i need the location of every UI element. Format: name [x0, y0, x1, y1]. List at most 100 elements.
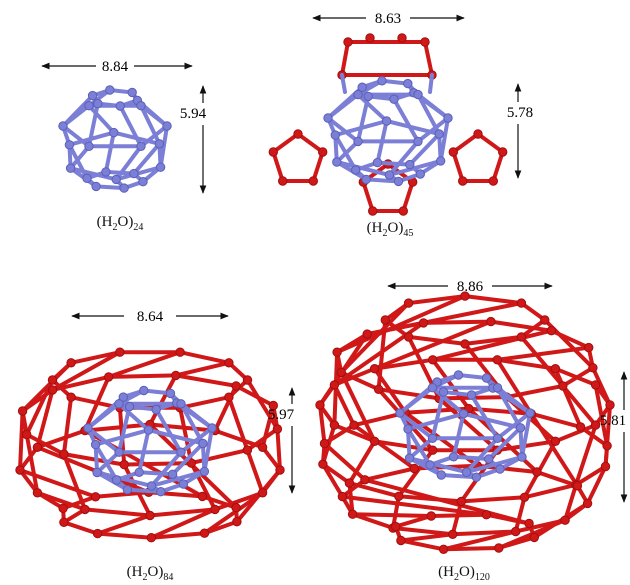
water-molecule-node: [448, 452, 459, 462]
hydrogen-bond: [50, 374, 111, 392]
water-molecule-node: [516, 298, 527, 308]
hydrogen-bond: [430, 385, 466, 416]
water-molecule-node: [155, 162, 166, 172]
water-molecule-node: [66, 358, 76, 368]
hydrogen-bond: [271, 150, 285, 183]
hydrogen-bond: [529, 411, 583, 429]
water-molecule-node: [197, 491, 208, 502]
hydrogen-bond: [340, 494, 489, 517]
water-molecule-node: [540, 315, 550, 325]
water-molecule-node: [434, 129, 444, 139]
hydrogen-bond: [375, 119, 389, 165]
water-molecule-node: [590, 380, 601, 390]
hydrogen-bond: [334, 139, 360, 164]
hydrogen-bond: [106, 373, 178, 379]
water-molecule-node: [343, 37, 353, 47]
water-molecule-node: [363, 91, 373, 102]
caption-h2o-120-sub-n: 120: [474, 572, 490, 583]
hydrogen-bond: [61, 452, 127, 467]
water-molecule-node: [391, 521, 401, 532]
hydrogen-bond: [486, 425, 523, 461]
hydrogen-bond: [375, 160, 412, 167]
water-molecule-node: [516, 332, 527, 342]
caption-h2o-45: (H2O)45: [330, 220, 450, 239]
hydrogen-bond: [18, 468, 40, 495]
water-molecule-node: [332, 347, 342, 357]
water-molecule-node: [498, 147, 508, 157]
water-molecule-node: [584, 342, 594, 353]
hydrogen-bond: [463, 334, 524, 346]
water-molecule-node: [330, 130, 340, 140]
hydrogen-bond: [245, 427, 280, 453]
hydrogen-bond: [553, 366, 583, 429]
hydrogen-bond: [83, 422, 152, 433]
water-molecule-node: [525, 408, 535, 418]
hydrogen-bond: [35, 387, 55, 450]
hydrogen-bond: [245, 448, 265, 495]
water-molecule-node: [600, 461, 611, 472]
hydrogen-bond: [146, 428, 205, 446]
hydrogen-bond: [149, 507, 217, 540]
water-molecule-node: [460, 339, 470, 349]
hydrogen-bond: [335, 294, 467, 355]
water-molecule-node: [84, 141, 94, 152]
water-molecule-node: [602, 441, 612, 451]
water-molecule-node: [438, 544, 449, 554]
hydrogen-bond: [213, 490, 265, 512]
hydrogen-bond: [226, 395, 250, 453]
caption-h2o-45-pre: (H: [366, 220, 383, 236]
caption-h2o-120-mid: O): [459, 564, 475, 580]
water-molecule-node: [532, 467, 542, 477]
hydrogen-bond: [406, 294, 467, 306]
hydrogen-bond: [173, 373, 239, 388]
hydrogen-bond: [271, 132, 300, 154]
hydrogen-bond: [438, 116, 450, 163]
water-molecule-node: [136, 141, 146, 152]
hydrogen-bond: [504, 383, 565, 400]
h2o-24-width-label: 8.84: [102, 59, 129, 75]
water-molecule-node: [398, 206, 408, 216]
water-molecule-node: [122, 485, 133, 495]
water-molecule-node: [425, 460, 435, 470]
water-molecule-node: [360, 475, 370, 485]
water-molecule-node: [104, 372, 114, 382]
water-molecule-node: [318, 459, 328, 469]
hydrogen-bond: [18, 409, 25, 472]
hydrogen-bond: [439, 473, 479, 480]
caption-h2o-84-sub-h: 2: [142, 572, 148, 583]
hydrogen-bond: [451, 150, 465, 183]
hydrogen-bond: [137, 470, 175, 477]
water-molecule-node: [403, 332, 414, 342]
water-molecule-node: [524, 518, 534, 529]
hydrogen-bond: [451, 411, 466, 459]
water-molecule-node: [413, 89, 423, 100]
hydrogen-bond: [522, 482, 578, 500]
h2o-45-width-label: 8.63: [375, 11, 401, 27]
h2o-120-cage: [315, 291, 615, 554]
hydrogen-bond: [340, 40, 350, 77]
water-molecule-node: [171, 370, 181, 381]
hydrogen-bond: [590, 365, 612, 407]
water-molecule-node: [80, 504, 90, 515]
hydrogen-bond: [173, 360, 231, 378]
water-molecule-node: [101, 167, 111, 177]
hydrogen-bond: [320, 462, 345, 499]
water-molecule-node: [308, 176, 318, 186]
water-molecule-node: [32, 488, 43, 498]
h2o-84-height-dimension: 5.97: [268, 387, 296, 494]
hydrogen-bond: [362, 477, 532, 526]
water-molecule-node: [278, 176, 288, 186]
hydrogen-bond: [406, 427, 432, 467]
water-molecule-node: [427, 383, 438, 393]
hydrogen-bond: [103, 130, 116, 174]
water-molecule-node: [403, 298, 414, 308]
water-molecule-node: [119, 183, 129, 193]
h2o-120-height-dimension: 5.81: [600, 371, 628, 503]
water-molecule-node: [575, 422, 586, 432]
water-molecule-node: [481, 510, 492, 520]
water-molecule-node: [550, 364, 561, 374]
hydrogen-bond: [361, 180, 375, 213]
cluster-h2o-120: 8.86 5.81: [315, 279, 628, 554]
hydrogen-bond: [118, 104, 143, 149]
h2o-84-height-label: 5.97: [268, 407, 295, 423]
